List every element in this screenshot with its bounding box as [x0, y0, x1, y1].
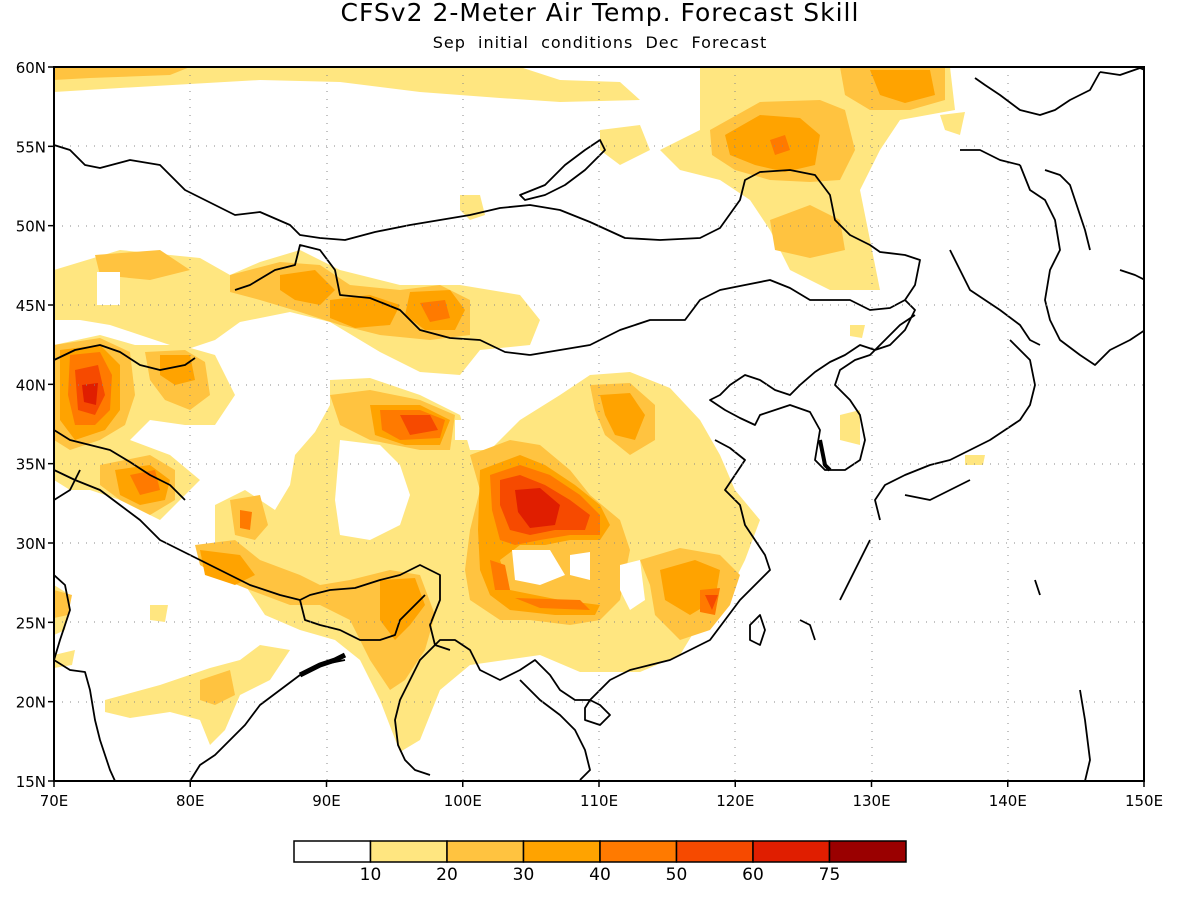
colorbar-label: 30 — [513, 865, 535, 885]
lon-tick-label: 100E — [444, 792, 482, 810]
colorbar-label: 40 — [589, 865, 611, 885]
map-title: CFSv2 2-Meter Air Temp. Forecast Skill — [340, 0, 860, 27]
lat-tick-label: 60N — [16, 59, 46, 77]
lat-tick-label: 20N — [16, 694, 46, 712]
lon-tick-label: 80E — [176, 792, 205, 810]
lon-tick-label: 140E — [989, 792, 1027, 810]
lon-tick-label: 120E — [716, 792, 754, 810]
lat-tick-label: 30N — [16, 535, 46, 553]
coastline-border-lines — [54, 67, 1144, 781]
lon-tick-label: 70E — [40, 792, 69, 810]
colorbar-swatch — [522, 840, 601, 863]
lon-tick-label: 130E — [852, 792, 890, 810]
lat-tick-label: 25N — [16, 614, 46, 632]
colorbar-swatch — [446, 840, 525, 863]
map-gridlines — [54, 67, 1144, 781]
lon-tick-label: 90E — [312, 792, 341, 810]
colorbar-label: 10 — [360, 865, 382, 885]
colorbar-label: 50 — [666, 865, 688, 885]
map-subtitle: Sep initial conditions Dec Forecast — [432, 33, 768, 52]
colorbar-swatch — [752, 840, 831, 863]
skill-shading — [54, 67, 985, 752]
colorbar-label: 20 — [436, 865, 458, 885]
colorbar-swatch — [828, 840, 907, 863]
lat-tick-label: 45N — [16, 297, 46, 315]
skill-shading-level-10 — [54, 67, 985, 752]
lat-tick-label: 35N — [16, 456, 46, 474]
colorbar-label: 60 — [742, 865, 764, 885]
lat-tick-label: 40N — [16, 376, 46, 394]
lon-tick-label: 150E — [1125, 792, 1163, 810]
colorbar-swatch — [675, 840, 754, 863]
lon-tick-label: 110E — [580, 792, 618, 810]
lat-tick-label: 50N — [16, 218, 46, 236]
colorbar-swatch — [293, 840, 372, 863]
colorbar: 10 20 30 40 50 60 75 — [293, 840, 907, 885]
lat-tick-label: 15N — [16, 773, 46, 791]
axis-ticks: 70E 80E 90E 100E 110E 120E 130E 140E 150E 15N 20N 2… — [16, 59, 1163, 810]
colorbar-swatch — [369, 840, 448, 863]
colorbar-swatch — [599, 840, 678, 863]
colorbar-label: 75 — [819, 865, 841, 885]
lat-tick-label: 55N — [16, 138, 46, 156]
skill-shading-level-60 — [82, 383, 560, 528]
